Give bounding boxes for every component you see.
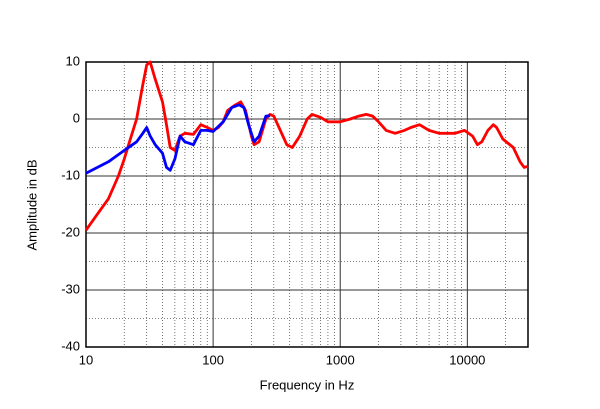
- y-tick-label: -20: [61, 224, 80, 239]
- y-tick-label: 0: [73, 110, 80, 125]
- x-tick-label: 10000: [449, 352, 485, 367]
- y-tick-label: -40: [61, 338, 80, 353]
- x-axis-label: Frequency in Hz: [260, 377, 355, 392]
- y-axis-label: Amplitude in dB: [24, 159, 39, 250]
- y-tick-label: -30: [61, 281, 80, 296]
- plot-frame: [85, 61, 529, 348]
- y-tick-label: 10: [66, 53, 80, 68]
- y-tick-label: -10: [61, 167, 80, 182]
- x-tick-label: 1000: [326, 352, 355, 367]
- series-line: [84, 60, 529, 232]
- series-line: [85, 103, 271, 175]
- x-tick-label: 10: [79, 352, 93, 367]
- x-tick-label: 100: [202, 352, 224, 367]
